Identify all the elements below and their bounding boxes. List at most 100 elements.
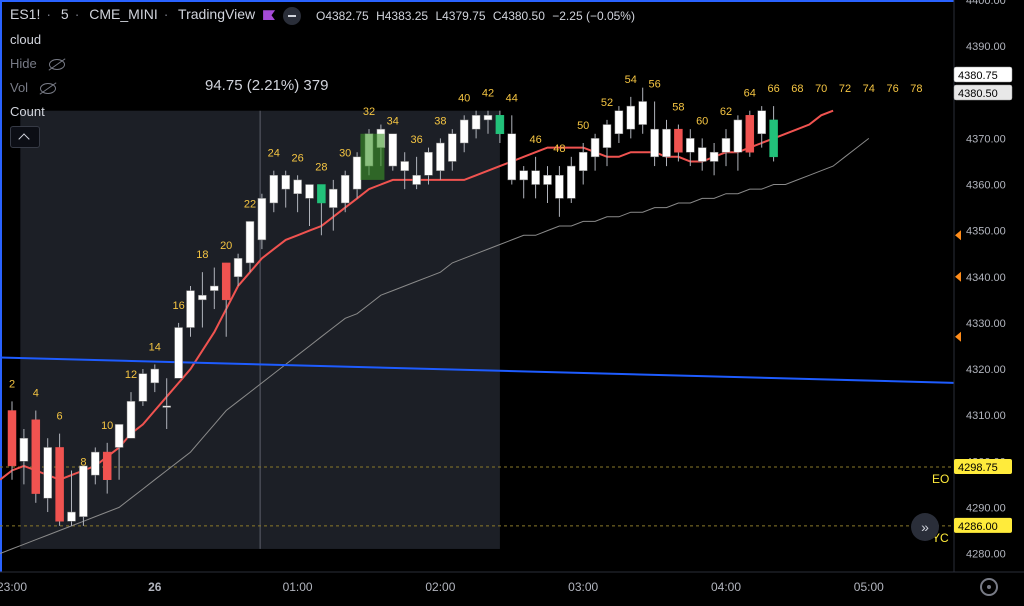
low-value: L4379.75 [435, 9, 486, 23]
bar-count-label: 78 [910, 83, 922, 95]
interval: 5 [60, 6, 69, 22]
candle-body [138, 373, 148, 402]
close-value: C4380.50 [492, 9, 545, 23]
price-tick-label: 4390.00 [966, 41, 1006, 53]
bar-count-label: 66 [767, 83, 779, 95]
candle-body [709, 151, 719, 162]
candle-body [757, 110, 766, 135]
time-tick-label: 04:00 [711, 580, 741, 594]
candle-body [567, 165, 576, 199]
candle-body [150, 368, 160, 384]
candle-body [305, 184, 314, 199]
candle-body [448, 133, 457, 162]
candle-body [662, 128, 671, 158]
price-tick-label: 4370.00 [966, 133, 1006, 145]
candle-body [686, 138, 695, 153]
trend-line [0, 356, 955, 384]
bar-count-label: 72 [839, 83, 851, 95]
price-tick-label: 4350.00 [966, 226, 1006, 238]
candle-body [293, 179, 302, 194]
current-price-label: 4380.50 [958, 88, 998, 100]
bar-count-label: 6 [57, 411, 63, 423]
bar-count-label: 12 [125, 369, 137, 381]
candle-body [614, 110, 624, 135]
change-value: −2.25 (−0.05%) [552, 9, 635, 23]
candle-body [102, 451, 112, 480]
time-tick-label: 26 [148, 580, 162, 594]
candle-body [424, 151, 433, 176]
sma-line [0, 138, 870, 554]
symbol-header[interactable]: ES1! · 5 · CME_MINI · TradingView [10, 6, 281, 22]
indicator-count[interactable]: Count [10, 104, 45, 119]
bar-count-label: 44 [506, 92, 518, 104]
bar-count-label: 52 [601, 97, 613, 109]
indicator-vol[interactable]: Vol [10, 80, 57, 95]
candle-body [519, 170, 528, 181]
time-axis [0, 572, 1024, 606]
chevron-up-icon[interactable] [10, 126, 40, 148]
price-tick-label: 4320.00 [966, 364, 1006, 376]
bar-count-label: 28 [315, 162, 327, 174]
price-tick-label: 4360.00 [966, 180, 1006, 192]
price-axis [954, 0, 1024, 606]
price-tick-label: 4400.00 [966, 0, 1006, 7]
candle-body [340, 175, 350, 204]
candle-body [257, 198, 267, 241]
candle-body [317, 184, 326, 204]
candle-body [745, 115, 755, 153]
price-tick-label: 4340.00 [966, 272, 1006, 284]
price-tick-label: 4330.00 [966, 318, 1006, 330]
candle-body [7, 410, 17, 467]
indicator-hide[interactable]: Hide [10, 56, 65, 71]
indicator-hide-label: Hide [10, 56, 37, 71]
time-tick-label: 05:00 [854, 580, 884, 594]
alert-marker-icon [955, 331, 961, 342]
source: TradingView [178, 6, 256, 22]
candle-body [769, 119, 778, 158]
gear-icon[interactable] [980, 578, 998, 596]
candle-body [186, 290, 195, 328]
double-chevron-right-icon[interactable]: » [911, 513, 939, 541]
candle-body [697, 147, 707, 162]
candle-body [412, 175, 421, 185]
candle-body [495, 115, 505, 135]
price-tick-label: 4290.00 [966, 502, 1006, 514]
candle-body [79, 465, 88, 517]
bar-count-label: 50 [577, 120, 589, 132]
current-price-box [953, 84, 1013, 101]
price-tick-label: 4280.00 [966, 549, 1006, 561]
candle-body [198, 294, 207, 301]
bar-count-label: 48 [553, 143, 565, 155]
bar-count-label: 70 [815, 83, 827, 95]
candle-body [602, 124, 612, 148]
bar-count-label: 40 [458, 92, 470, 104]
flag-icon[interactable] [263, 10, 276, 21]
hidden-eye-icon[interactable] [40, 83, 57, 95]
indicator-cloud[interactable]: cloud [10, 32, 41, 47]
candle-body [114, 424, 124, 448]
ohlc-readout: O4382.75 H4383.25 L4379.75 C4380.50 −2.2… [316, 9, 639, 23]
bar-count-label: 34 [387, 115, 399, 127]
candle-body [352, 156, 362, 190]
candle-body [126, 401, 136, 439]
hidden-eye-icon[interactable] [48, 59, 65, 71]
minimize-button[interactable] [283, 7, 301, 25]
candle-body [269, 175, 279, 204]
bar-count-label: 62 [720, 106, 732, 118]
level-price-label: 4286.00 [958, 521, 998, 533]
bar-count-label: 16 [172, 300, 184, 312]
indicator-vol-label: Vol [10, 80, 29, 95]
bar-count-label: 54 [625, 74, 637, 86]
level-price-box [954, 517, 1012, 533]
bar-count-label: 4 [33, 388, 39, 400]
symbol: ES1! [10, 6, 41, 22]
candle-body [174, 327, 183, 379]
bar-count-label: 26 [291, 152, 303, 164]
candle-body [91, 451, 100, 476]
candle-body [43, 447, 52, 499]
bar-count-label: 42 [482, 88, 494, 100]
candle-body [221, 262, 231, 301]
alert-marker-icon [955, 271, 961, 282]
bar-count-label: 14 [149, 341, 161, 353]
